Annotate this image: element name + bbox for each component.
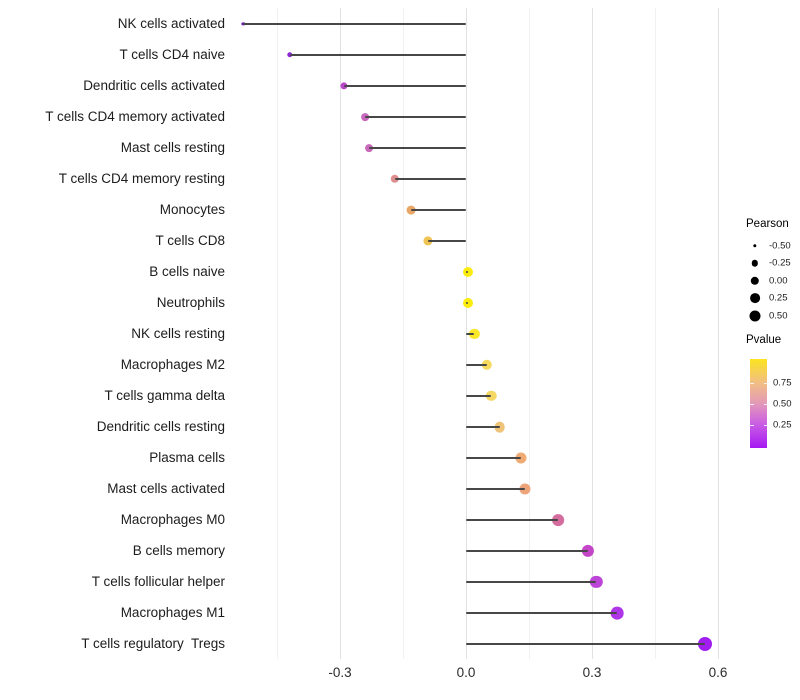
- x-tick-label: 0.3: [582, 665, 602, 680]
- y-axis-label: T cells CD4 naive: [119, 47, 225, 62]
- lollipop-stem: [466, 333, 475, 335]
- lollipop-stem: [466, 426, 500, 428]
- gridline-major: [718, 8, 719, 659]
- y-axis-label: Neutrophils: [156, 295, 225, 310]
- y-axis-label: Plasma cells: [149, 450, 225, 465]
- gridline-minor: [529, 8, 530, 659]
- data-point: [610, 606, 624, 620]
- data-point: [485, 390, 497, 402]
- lollipop-stem: [466, 488, 525, 490]
- lollipop-stem: [369, 147, 466, 149]
- data-point: [552, 514, 565, 526]
- y-axis-label: T cells gamma delta: [104, 388, 225, 403]
- y-axis-label: NK cells activated: [117, 16, 225, 31]
- x-tick-label: 0.6: [708, 665, 728, 680]
- color-legend-title: Pvalue: [746, 334, 782, 346]
- gridline-minor: [655, 8, 656, 659]
- y-axis-label: NK cells resting: [131, 326, 225, 341]
- y-axis-label: Mast cells resting: [120, 140, 225, 155]
- size-legend-title: Pearson: [746, 218, 789, 230]
- lollipop-stem: [466, 643, 706, 645]
- size-legend-dot: [753, 244, 757, 248]
- size-legend-label: -0.25: [769, 257, 791, 269]
- y-axis-label: Mast cells activated: [107, 481, 225, 496]
- y-axis-label: Macrophages M1: [120, 605, 225, 620]
- data-point: [463, 266, 474, 278]
- data-point: [463, 297, 474, 309]
- size-legend-label: -0.50: [769, 240, 791, 252]
- lollipop-stem: [365, 116, 466, 118]
- lollipop-stem: [466, 550, 588, 552]
- data-point: [494, 421, 505, 433]
- lollipop-stem: [411, 209, 466, 211]
- data-point: [581, 544, 594, 558]
- size-legend-entry: -0.50: [745, 237, 800, 254]
- x-tick-label: -0.3: [328, 665, 352, 680]
- color-legend-tick-label: 0.75: [773, 377, 792, 389]
- color-gradient-bar: [750, 359, 767, 448]
- lollipop-stem: [466, 271, 469, 273]
- size-legend-dot: [750, 276, 760, 285]
- size-legend-entry: 0.00: [745, 272, 800, 289]
- color-legend-tick-label: 0.25: [773, 419, 792, 431]
- color-bar-tick: [750, 404, 754, 405]
- color-legend-tick-label: 0.50: [773, 398, 792, 410]
- size-legend-dot: [751, 260, 759, 267]
- data-point: [481, 359, 493, 371]
- gridline-minor: [403, 8, 404, 659]
- y-axis-label: Dendritic cells resting: [96, 419, 225, 434]
- lollipop-stem: [466, 581, 597, 583]
- plot-panel: [233, 8, 731, 659]
- size-legend-entry: 0.50: [745, 307, 800, 324]
- y-axis-label: Macrophages M2: [120, 357, 225, 372]
- color-bar-tick: [763, 425, 767, 426]
- size-legend-entry: 0.25: [745, 289, 800, 306]
- lollipop-stem: [428, 240, 466, 242]
- y-axis-label: T cells follicular helper: [91, 574, 225, 589]
- size-legend-entry: -0.25: [745, 254, 800, 271]
- data-point: [515, 452, 527, 464]
- color-bar-tick: [763, 383, 767, 384]
- gridline-major: [592, 8, 593, 659]
- lollipop-stem: [466, 395, 492, 397]
- data-point: [698, 637, 713, 651]
- size-legend-dot: [750, 293, 760, 304]
- size-legend-label: 0.00: [769, 275, 788, 287]
- x-tick-label: 0.0: [456, 665, 476, 680]
- lollipop-stem: [466, 364, 487, 366]
- lollipop-stem: [344, 85, 466, 87]
- lollipop-stem: [466, 612, 618, 614]
- data-point: [519, 483, 531, 495]
- color-bar-tick: [763, 404, 767, 405]
- color-bar-tick: [750, 383, 754, 384]
- lollipop-stem: [243, 23, 466, 25]
- y-axis-label: Monocytes: [159, 202, 225, 217]
- y-axis-label: B cells naive: [149, 264, 225, 279]
- lollipop-stem: [394, 178, 466, 180]
- y-axis-label: T cells CD8: [155, 233, 225, 248]
- lollipop-stem: [466, 457, 521, 459]
- size-legend-dot: [749, 310, 761, 322]
- y-axis-label: B cells memory: [132, 543, 225, 558]
- y-axis-label: Dendritic cells activated: [83, 78, 225, 93]
- y-axis-label: T cells CD4 memory activated: [45, 109, 225, 124]
- gridline-major: [340, 8, 341, 659]
- lollipop-stem: [466, 519, 559, 521]
- data-point: [469, 328, 480, 340]
- gridline-minor: [277, 8, 278, 659]
- size-legend-label: 0.50: [769, 310, 788, 322]
- y-axis-label: T cells regulatory Tregs: [81, 636, 225, 651]
- color-bar-tick: [750, 425, 754, 426]
- lollipop-stem: [466, 302, 469, 304]
- lollipop-stem: [289, 54, 466, 56]
- size-legend-label: 0.25: [769, 292, 788, 304]
- data-point: [590, 575, 603, 589]
- y-axis-label: Macrophages M0: [120, 512, 225, 527]
- y-axis-label: T cells CD4 memory resting: [58, 171, 225, 186]
